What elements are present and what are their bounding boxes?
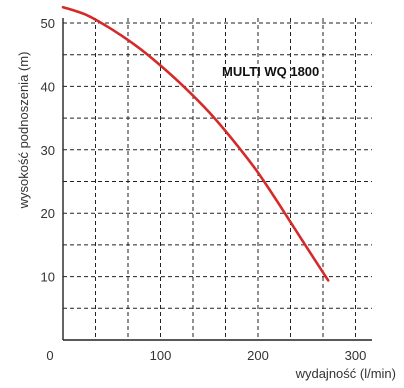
series-line-multi-wq-1800	[61, 5, 330, 282]
x-tick-label: 200	[247, 348, 269, 363]
y-tick-label: 10	[41, 270, 55, 285]
x-axis-title: wydajność (l/min)	[295, 366, 396, 381]
x-tick-label: 300	[345, 348, 367, 363]
y-tick-label: 30	[41, 143, 55, 158]
tick-labels: 10 20 30 40 50 0 100 200 300	[41, 16, 367, 363]
x-tick-label: 100	[150, 348, 172, 363]
y-axis-title: wysokość podnoszenia (m)	[16, 52, 31, 210]
series-label: MULTI WQ 1800	[222, 64, 319, 79]
x-tick-label: 0	[46, 348, 53, 363]
y-tick-label: 50	[41, 16, 55, 31]
series	[61, 5, 330, 282]
y-tick-label: 40	[41, 79, 55, 94]
grid	[63, 18, 372, 340]
axes	[62, 18, 372, 341]
y-tick-label: 20	[41, 206, 55, 221]
